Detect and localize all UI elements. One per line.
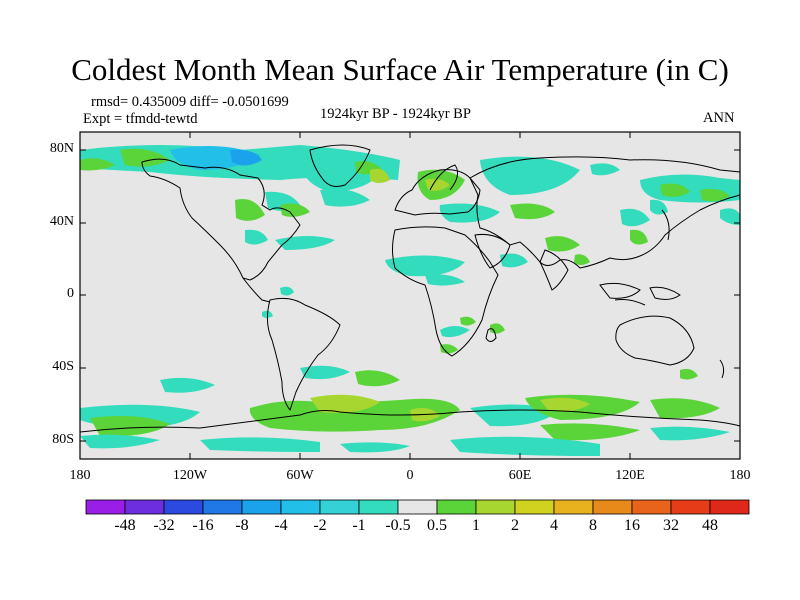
colorbar-label: -48 [114, 517, 136, 534]
colorbar-label: 4 [550, 517, 558, 534]
colorbar-label: 0.5 [427, 517, 447, 534]
colorbar-box [553, 499, 594, 515]
period-label: 1924kyr BP - 1924kyr BP [320, 106, 471, 122]
colorbar-box [358, 499, 399, 515]
stats-label: rmsd= 0.435009 diff= -0.0501699 [91, 94, 289, 110]
colorbar [85, 499, 750, 515]
colorbar-label: 1 [472, 517, 480, 534]
colorbar-box [163, 499, 204, 515]
colorbar-box [280, 499, 321, 515]
colorbar-box [241, 499, 282, 515]
xtick-180e: 180 [729, 468, 751, 483]
colorbar-box [631, 499, 672, 515]
colorbar-box [475, 499, 516, 515]
colorbar-box [514, 499, 555, 515]
coastlines [79, 144, 741, 433]
ytick-80s: 80S [52, 432, 74, 447]
xtick-0: 0 [406, 468, 414, 483]
colorbar-box [319, 499, 360, 515]
colorbar-label: 2 [511, 517, 519, 534]
ytick-80n: 80N [49, 141, 74, 156]
ytick-40s: 40S [52, 359, 74, 374]
colorbar-label: 16 [624, 517, 640, 534]
colorbar-label: -4 [274, 517, 288, 534]
xtick-60w: 60W [286, 468, 314, 483]
xtick-180w: 180 [69, 468, 91, 483]
ytick-0: 0 [67, 286, 74, 301]
ytick-40n: 40N [49, 214, 74, 229]
anomaly-patches [80, 145, 740, 456]
xtick-120e: 120E [615, 468, 645, 483]
xtick-60e: 60E [508, 468, 532, 483]
colorbar-label: -8 [235, 517, 249, 534]
axis-ticks [80, 132, 740, 459]
colorbar-box [124, 499, 165, 515]
colorbar-label: 48 [702, 517, 718, 534]
colorbar-box [436, 499, 477, 515]
experiment-label: Expt = tfmdd-tewtd [83, 111, 198, 127]
colorbar-label: -2 [313, 517, 327, 534]
colorbar-label: -32 [153, 517, 175, 534]
colorbar-label: -16 [192, 517, 214, 534]
season-label: ANN [703, 110, 735, 126]
colorbar-box [592, 499, 633, 515]
xtick-120w: 120W [172, 468, 208, 483]
colorbar-box [397, 499, 438, 515]
colorbar-label: -1 [352, 517, 366, 534]
colorbar-label: 32 [663, 517, 679, 534]
chart-title: Coldest Month Mean Surface Air Temperatu… [71, 52, 729, 87]
colorbar-box [85, 499, 126, 515]
colorbar-box [670, 499, 711, 515]
colorbar-box [709, 499, 750, 515]
colorbar-label: 8 [589, 517, 597, 534]
colorbar-label: -0.5 [385, 517, 411, 534]
colorbar-box [202, 499, 243, 515]
